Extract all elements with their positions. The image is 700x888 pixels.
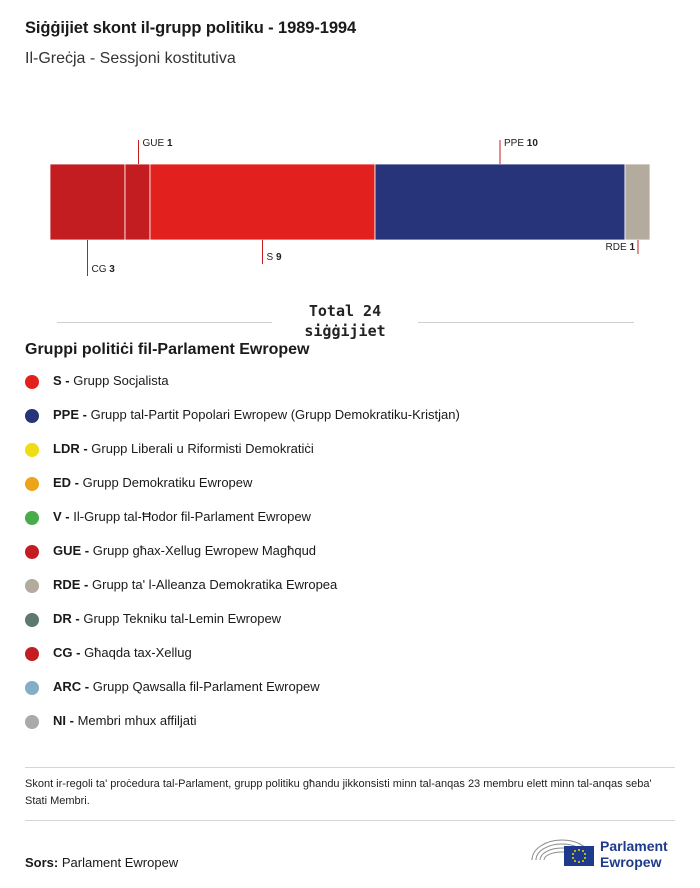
legend-item: ARC - Grupp Qawsalla fil-Parlament Ewrop… <box>25 670 685 704</box>
source-label: Sors: <box>25 855 59 870</box>
legend-item: ED - Grupp Demokratiku Ewropew <box>25 466 685 500</box>
parliament-hemicycle-icon <box>531 839 594 866</box>
european-parliament-logo: Parlament Ewropew <box>530 830 680 870</box>
legend-swatch <box>25 715 39 729</box>
legend-code: RDE - <box>53 577 89 592</box>
bar-segment-s <box>149 163 376 241</box>
segment-label-s: S 9 <box>267 252 282 263</box>
legend-code: DR - <box>53 611 80 626</box>
legend-swatch <box>25 579 39 593</box>
segment-label-gue: GUE 1 <box>143 138 173 149</box>
bar-segment-cg <box>49 163 126 241</box>
total-label: Total 24 siġġijiet <box>304 302 386 340</box>
legend-label: V - Il-Grupp tal-Ħodor fil-Parlament Ewr… <box>53 509 311 524</box>
legend-swatch <box>25 511 39 525</box>
legend-description: Grupp Qawsalla fil-Parlament Ewropew <box>89 679 320 694</box>
bar-segment-ppe <box>374 163 626 241</box>
legend-item: PPE - Grupp tal-Partit Popolari Ewropew … <box>25 398 685 432</box>
legend: S - Grupp Socjalista PPE - Grupp tal-Part… <box>25 364 685 738</box>
legend-code: ED - <box>53 475 79 490</box>
legend-label: NI - Membri mhux affiljati <box>53 713 197 728</box>
legend-code: V - <box>53 509 70 524</box>
legend-label: ARC - Grupp Qawsalla fil-Parlament Ewrop… <box>53 679 320 694</box>
legend-description: Grupp tal-Partit Popolari Ewropew (Grupp… <box>86 407 460 422</box>
legend-item: V - Il-Grupp tal-Ħodor fil-Parlament Ewr… <box>25 500 685 534</box>
legend-swatch <box>25 545 39 559</box>
legend-code: LDR - <box>53 441 88 456</box>
legend-swatch <box>25 647 39 661</box>
legend-title: Gruppi politiċi fil-Parlament Ewropew <box>25 341 310 358</box>
legend-label: S - Grupp Socjalista <box>53 373 169 388</box>
legend-swatch <box>25 681 39 695</box>
segment-label-rde: RDE 1 <box>606 242 636 253</box>
logo-text: Parlament Ewropew <box>600 838 668 870</box>
bar-segment-gue <box>124 163 151 241</box>
legend-label: ED - Grupp Demokratiku Ewropew <box>53 475 252 490</box>
legend-description: Il-Grupp tal-Ħodor fil-Parlament Ewropew <box>69 509 311 524</box>
segment-label-cg: CG 3 <box>92 264 116 275</box>
legend-item: LDR - Grupp Liberali u Riformisti Demokr… <box>25 432 685 466</box>
legend-label: PPE - Grupp tal-Partit Popolari Ewropew … <box>53 407 460 422</box>
legend-label: RDE - Grupp ta' l-Alleanza Demokratika E… <box>53 577 337 592</box>
legend-description: Grupp Demokratiku Ewropew <box>79 475 253 490</box>
legend-code: CG - <box>53 645 81 660</box>
total-seats: Total 24 siġġijiet <box>0 301 700 345</box>
source: Sors: Parlament Ewropew <box>25 855 178 870</box>
legend-description: Għaqda tax-Xellug <box>80 645 192 660</box>
legend-description: Grupp għax-Xellug Ewropew Magħqud <box>89 543 317 558</box>
chart-title: Siġġijiet skont il-grupp politiku - 1989… <box>25 19 357 37</box>
legend-description: Grupp Tekniku tal-Lemin Ewropew <box>79 611 282 626</box>
legend-swatch <box>25 375 39 389</box>
legend-label: GUE - Grupp għax-Xellug Ewropew Magħqud <box>53 543 316 558</box>
source-text: Parlament Ewropew <box>61 855 179 870</box>
legend-swatch <box>25 477 39 491</box>
legend-code: S - <box>53 373 70 388</box>
legend-code: GUE - <box>53 543 90 558</box>
legend-description: Grupp ta' l-Alleanza Demokratika Ewropea <box>88 577 338 592</box>
note-divider-top <box>25 767 675 768</box>
legend-item: CG - Għaqda tax-Xellug <box>25 636 685 670</box>
bar-segment-rde <box>624 163 651 241</box>
legend-code: ARC - <box>53 679 90 694</box>
stacked-bar-chart: CG 3 GUE 1 S 9 PPE 10 RDE 1 <box>49 138 651 276</box>
note-divider-bottom <box>25 820 675 821</box>
legend-label: LDR - Grupp Liberali u Riformisti Demokr… <box>53 441 314 456</box>
footnote: Skont ir-regoli ta' proċedura tal-Parlam… <box>25 778 652 807</box>
legend-code: NI - <box>53 713 74 728</box>
legend-description: Membri mhux affiljati <box>73 713 197 728</box>
total-rule-right <box>418 322 634 323</box>
total-rule-left <box>57 322 272 323</box>
legend-item: NI - Membri mhux affiljati <box>25 704 685 738</box>
legend-item: RDE - Grupp ta' l-Alleanza Demokratika E… <box>25 568 685 602</box>
legend-description: Grupp Socjalista <box>69 373 169 388</box>
legend-item: GUE - Grupp għax-Xellug Ewropew Magħqud <box>25 534 685 568</box>
legend-swatch <box>25 613 39 627</box>
legend-label: DR - Grupp Tekniku tal-Lemin Ewropew <box>53 611 281 626</box>
legend-label: CG - Għaqda tax-Xellug <box>53 645 192 660</box>
legend-swatch <box>25 409 39 423</box>
chart-subtitle: Il-Greċja - Sessjoni kostitutiva <box>25 50 236 67</box>
legend-item: S - Grupp Socjalista <box>25 364 685 398</box>
legend-swatch <box>25 443 39 457</box>
segment-label-ppe: PPE 10 <box>504 138 538 149</box>
legend-item: DR - Grupp Tekniku tal-Lemin Ewropew <box>25 602 685 636</box>
legend-description: Grupp Liberali u Riformisti Demokratiċi <box>87 441 314 456</box>
legend-code: PPE - <box>53 407 87 422</box>
